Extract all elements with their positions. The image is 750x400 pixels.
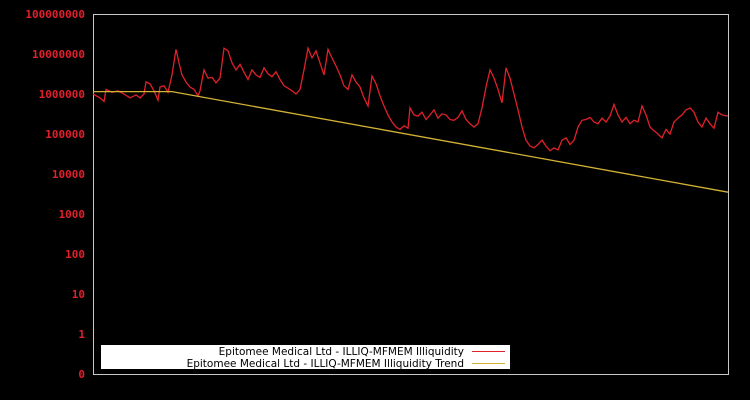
legend-label-trend: Epitomee Medical Ltd - ILLIQ-MFMEM Illiq…	[187, 358, 464, 370]
legend: Epitomee Medical Ltd - ILLIQ-MFMEM Illiq…	[101, 345, 510, 370]
illiquidity-line	[92, 45, 729, 152]
illiquidity-trend-line	[93, 90, 729, 193]
y-tick-label: 0	[78, 368, 85, 381]
y-tick-label: 1000000	[39, 88, 85, 101]
legend-label-illiquidity: Epitomee Medical Ltd - ILLIQ-MFMEM Illiq…	[219, 346, 464, 358]
y-tick-label: 100000	[45, 128, 85, 141]
y-tick-label: 100	[65, 248, 85, 261]
y-tick-label: 10	[72, 288, 85, 301]
y-axis-ticks: 0 1 10 100 1000 10000 100000 1000000 10000000 100…	[25, 8, 85, 381]
y-tick-label: 1	[78, 328, 85, 341]
plot-frame	[93, 14, 729, 375]
y-tick-label: 10000000	[32, 48, 85, 61]
y-tick-label: 10000	[52, 168, 85, 181]
legend-box	[101, 345, 510, 369]
y-tick-label: 1000	[59, 208, 86, 221]
y-tick-label: 100000000	[25, 8, 85, 21]
